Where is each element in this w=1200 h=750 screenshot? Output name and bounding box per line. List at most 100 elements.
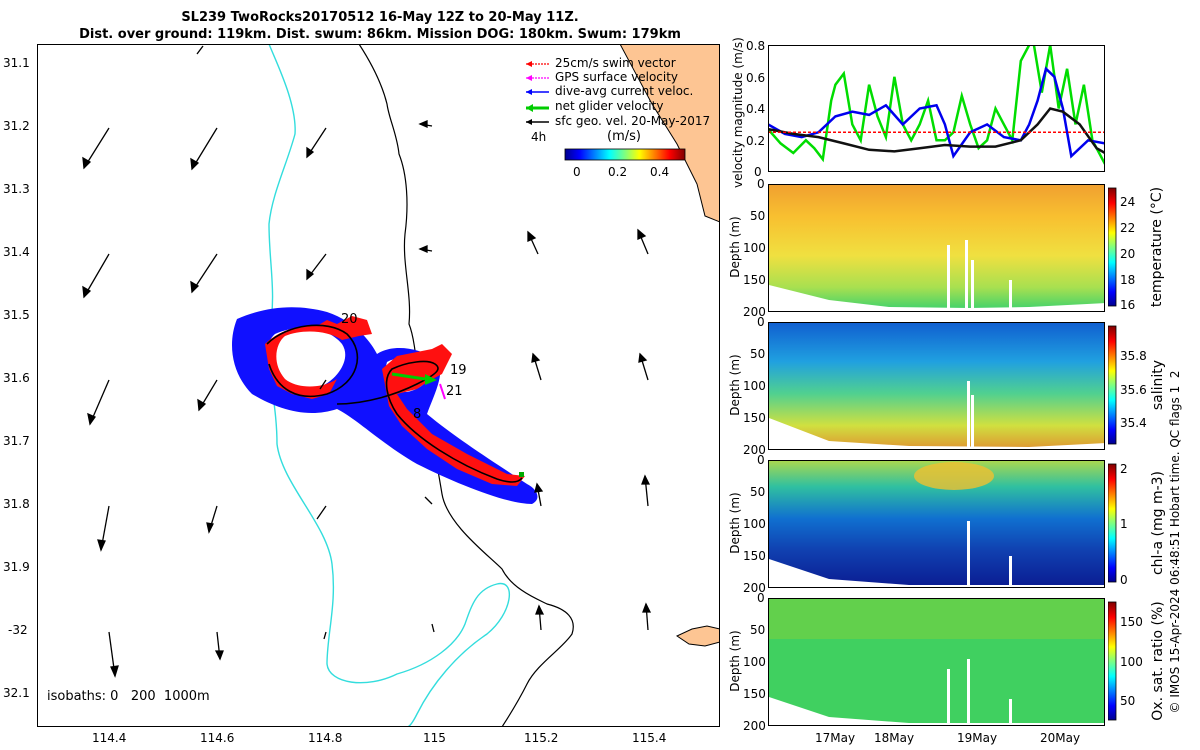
temp-cbar-tick: 18 bbox=[1120, 273, 1136, 287]
oxygen-depth-tick: 150 bbox=[743, 687, 766, 701]
map-legend bbox=[526, 61, 549, 125]
salinity-depth-tick: 50 bbox=[750, 347, 766, 361]
salinity-section bbox=[768, 322, 1105, 450]
series-line-dive-avg-current-veloc- bbox=[768, 66, 1105, 159]
velocity-chart bbox=[768, 45, 1105, 172]
temperature-depth-tick: 100 bbox=[743, 241, 766, 255]
lon-tick: 114.4 bbox=[92, 731, 127, 745]
chla-depth-tick: 200 bbox=[743, 581, 766, 595]
sal-cbar-tick: 35.8 bbox=[1120, 349, 1147, 363]
colorbar-tick: 0.2 bbox=[608, 165, 628, 179]
glider-track-line bbox=[266, 324, 523, 483]
temp-cbar-tick: 16 bbox=[1120, 298, 1136, 312]
chla-cbar-tick: 0 bbox=[1120, 573, 1128, 587]
oxygen-depth-label: Depth (m) bbox=[728, 630, 742, 692]
chla-label: chl-a (mg m-3) bbox=[1150, 470, 1166, 576]
net-glider-velocity-arrowhead bbox=[425, 374, 437, 385]
lon-tick: 115 bbox=[423, 731, 446, 745]
salinity-label: salinity bbox=[1150, 359, 1166, 411]
oxygen-depth-tick: 100 bbox=[743, 655, 766, 669]
lon-tick: 114.6 bbox=[200, 731, 235, 745]
section-colorbars bbox=[1108, 187, 1117, 721]
sal-cbar-tick: 35.6 bbox=[1120, 383, 1147, 397]
lat-tick: 31.8 bbox=[3, 497, 30, 511]
legend-current-velocity: dive-avg current veloc. bbox=[555, 84, 694, 98]
chla-colorbar bbox=[1108, 463, 1117, 583]
day-label: 21 bbox=[446, 384, 463, 399]
temperature-depth-tick: 150 bbox=[743, 273, 766, 287]
vel-y-tick: 0.2 bbox=[746, 134, 766, 148]
lat-tick: 32.1 bbox=[3, 686, 30, 700]
chla-depth-tick: 100 bbox=[743, 517, 766, 531]
track-end-marker bbox=[519, 472, 524, 477]
lat-tick: 31.1 bbox=[3, 56, 30, 70]
track-loop-hole bbox=[267, 328, 346, 389]
lon-tick: 115.4 bbox=[632, 731, 667, 745]
date-tick: 19May bbox=[957, 731, 998, 745]
lat-tick: 31.4 bbox=[3, 245, 30, 259]
vel-y-label: velocity magnitude (m/s) bbox=[731, 37, 745, 188]
temp-cbar-tick: 22 bbox=[1120, 221, 1136, 235]
chla-depth-tick: 150 bbox=[743, 549, 766, 563]
salinity-colorbar bbox=[1108, 325, 1117, 445]
lat-tick: 31.5 bbox=[3, 308, 30, 322]
oxygen-depth-tick: 50 bbox=[750, 623, 766, 637]
plot-title-line1: SL239 TwoRocks20170512 16-May 12Z to 20-… bbox=[181, 10, 579, 25]
ox-cbar-tick: 150 bbox=[1120, 615, 1143, 629]
island-shape bbox=[675, 625, 720, 647]
ox-cbar-tick: 50 bbox=[1120, 694, 1136, 708]
temp-cbar-tick: 24 bbox=[1120, 195, 1136, 209]
velocity-chart-frame bbox=[768, 45, 1105, 172]
salinity-depth-label: Depth (m) bbox=[728, 354, 742, 416]
chla-cbar-tick: 2 bbox=[1120, 462, 1128, 476]
ox-cbar-tick: 100 bbox=[1120, 655, 1143, 669]
isobaths-label: isobaths: 0 200 1000m bbox=[47, 689, 210, 704]
series-line-sfc-geo-vel- bbox=[768, 107, 1105, 155]
temperature-depth-tick: 200 bbox=[743, 305, 766, 319]
salinity-depth-tick: 200 bbox=[743, 443, 766, 457]
map-panel: 25cm/s swim vector GPS surface velocity … bbox=[37, 44, 720, 727]
date-tick: 17May bbox=[815, 731, 856, 745]
day-label: 19 bbox=[450, 363, 467, 378]
chla-depth-label: Depth (m) bbox=[728, 492, 742, 554]
lat-tick: 31.6 bbox=[3, 371, 30, 385]
lat-tick: 31.2 bbox=[3, 119, 30, 133]
speed-colorbar bbox=[564, 148, 686, 161]
temperature-colorbar bbox=[1108, 187, 1117, 307]
temperature-label: temperature (°C) bbox=[1149, 186, 1165, 308]
vel-y-tick: 0 bbox=[754, 165, 762, 179]
swim-vectors-loop bbox=[265, 316, 372, 399]
geo-velocity-arrows bbox=[82, 45, 652, 678]
salinity-depth-tick: 100 bbox=[743, 379, 766, 393]
plot-title-line2: Dist. over ground: 119km. Dist. swum: 86… bbox=[79, 27, 681, 42]
vel-y-tick: 0.6 bbox=[746, 71, 766, 85]
temperature-section bbox=[768, 184, 1105, 312]
gps-surface-velocity bbox=[439, 383, 446, 400]
net-glider-velocity-arrow bbox=[391, 372, 426, 381]
vel-y-tick: 0.4 bbox=[746, 102, 766, 116]
legend-gps-velocity: GPS surface velocity bbox=[555, 70, 679, 84]
lat-tick: 31.3 bbox=[3, 182, 30, 196]
temp-cbar-tick: 20 bbox=[1120, 247, 1136, 261]
lat-tick: 31.9 bbox=[3, 560, 30, 574]
lon-tick: 114.8 bbox=[308, 731, 343, 745]
salinity-depth-tick: 150 bbox=[743, 411, 766, 425]
salinity-depth-tick: 0 bbox=[757, 315, 765, 329]
map-svg bbox=[37, 44, 720, 727]
vel-y-tick: 0.8 bbox=[746, 39, 766, 53]
footer-credit: © IMOS 15-Apr-2024 06:48:51 Hobart time.… bbox=[1168, 370, 1182, 714]
temperature-depth-tick: 50 bbox=[750, 209, 766, 223]
date-tick: 18May bbox=[874, 731, 915, 745]
date-tick: 20May bbox=[1040, 731, 1081, 745]
chla-cbar-tick: 1 bbox=[1120, 517, 1128, 531]
lon-tick: 115.2 bbox=[524, 731, 559, 745]
oxygen-depth-tick: 0 bbox=[757, 591, 765, 605]
isobath-200m bbox=[268, 44, 511, 727]
temperature-depth-label: Depth (m) bbox=[728, 216, 742, 278]
swim-vectors-tail bbox=[382, 344, 525, 486]
legend-4h: 4h bbox=[531, 130, 547, 144]
land-mass bbox=[619, 44, 720, 223]
chla-depth-tick: 0 bbox=[757, 453, 765, 467]
legend-geo-velocity: sfc geo. vel. 20-May-2017 bbox=[555, 114, 711, 128]
day-label: 8 bbox=[413, 407, 422, 422]
